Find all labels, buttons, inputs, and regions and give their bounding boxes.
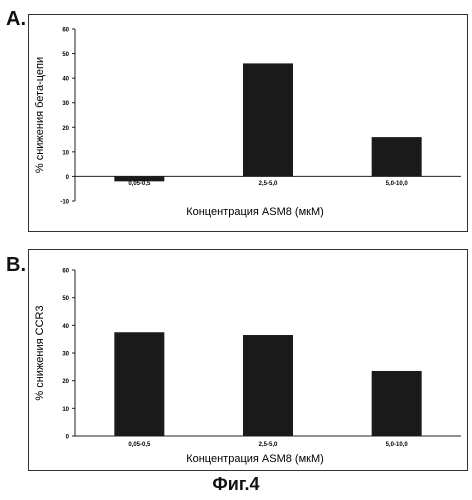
y-tick-label: 60 xyxy=(62,28,69,34)
panel-a-letter: A. xyxy=(6,8,26,31)
bar-3 xyxy=(372,371,422,436)
y-tick-label: 60 xyxy=(62,269,69,275)
y-tick-label: 0 xyxy=(66,435,70,441)
y-tick-label: 50 xyxy=(62,52,69,58)
y-axis-title: % снижения CCR3 xyxy=(34,305,46,400)
category-label: 5,0-10,0 xyxy=(386,181,409,187)
y-tick-label: 40 xyxy=(62,324,69,330)
x-axis-title: Концентрация ASM8 (мкМ) xyxy=(186,206,324,218)
y-tick-label: -10 xyxy=(60,200,69,206)
category-label: 5,0-10,0 xyxy=(386,442,409,448)
chart-b-frame: 0 10 20 30 40 50 60 0,05-0,5 2,5-5,0 5,0-10,0 Конц… xyxy=(28,249,468,471)
figure-caption: Фиг.4 xyxy=(0,474,472,495)
bar-2 xyxy=(243,335,293,436)
chart-b: 0 10 20 30 40 50 60 0,05-0,5 2,5-5,0 5,0-10,0 Конц… xyxy=(29,250,467,470)
y-tick-label: 30 xyxy=(62,101,69,107)
category-label: 0,05-0,5 xyxy=(128,181,151,187)
chart-a: -10 0 10 20 30 40 50 60 0,05-0,5 2,5-5,0 5,0-10,0 К… xyxy=(29,15,467,231)
y-tick-label: 20 xyxy=(62,379,69,385)
category-label: 2,5-5,0 xyxy=(259,442,278,448)
category-label: 2,5-5,0 xyxy=(259,181,278,187)
bar-2 xyxy=(243,63,293,176)
bar-1 xyxy=(114,332,164,436)
y-tick-label: 20 xyxy=(62,126,69,132)
y-tick-label: 10 xyxy=(62,150,69,156)
y-axis-title: % снижения бета-цепи xyxy=(34,57,46,173)
y-tick-label: 30 xyxy=(62,352,69,358)
y-tick-label: 0 xyxy=(66,175,70,181)
bar-3 xyxy=(372,137,422,176)
y-tick-label: 40 xyxy=(62,77,69,83)
y-tick-label: 50 xyxy=(62,296,69,302)
category-label: 0,05-0,5 xyxy=(128,442,151,448)
chart-a-frame: -10 0 10 20 30 40 50 60 0,05-0,5 2,5-5,0 5,0-10,0 К… xyxy=(28,14,468,232)
x-axis-title: Концентрация ASM8 (мкМ) xyxy=(186,453,324,465)
panel-b-letter: B. xyxy=(6,254,26,277)
y-tick-label: 10 xyxy=(62,407,69,413)
